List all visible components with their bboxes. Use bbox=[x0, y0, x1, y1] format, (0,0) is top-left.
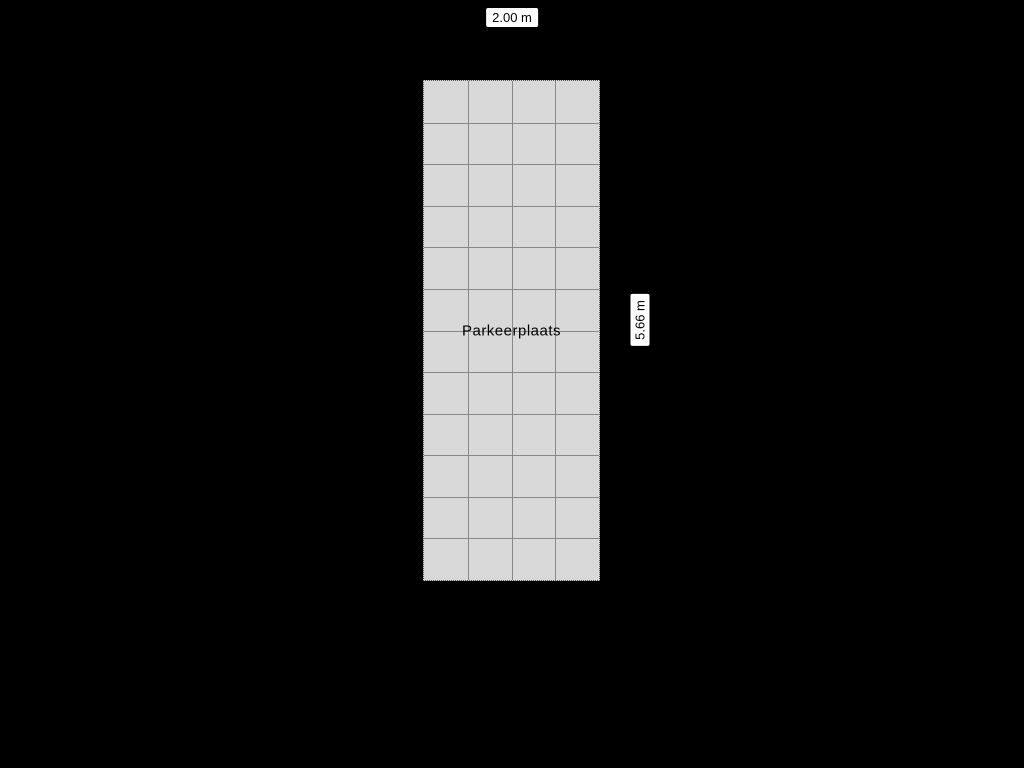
width-dimension-label: 2.00 m bbox=[486, 8, 538, 27]
grid-line-horizontal bbox=[424, 123, 599, 124]
grid-line-horizontal bbox=[424, 538, 599, 539]
height-dimension-label: 5.66 m bbox=[631, 294, 650, 346]
grid-line-horizontal bbox=[424, 247, 599, 248]
grid-line-horizontal bbox=[424, 414, 599, 415]
grid-line-horizontal bbox=[424, 455, 599, 456]
grid-line-horizontal bbox=[424, 289, 599, 290]
grid-line-horizontal bbox=[424, 497, 599, 498]
floorplan-area: Parkeerplaats bbox=[423, 80, 600, 581]
grid-line-horizontal bbox=[424, 164, 599, 165]
grid-line-horizontal bbox=[424, 372, 599, 373]
room-label: Parkeerplaats bbox=[462, 322, 561, 339]
grid-line-horizontal bbox=[424, 206, 599, 207]
